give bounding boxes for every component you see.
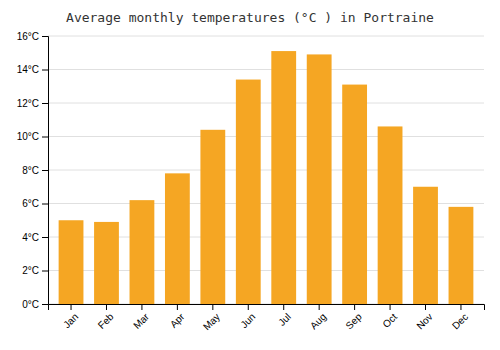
bar [413, 187, 438, 304]
x-tick: Jan [61, 304, 80, 330]
y-tick-mark [42, 137, 48, 138]
grid-line [48, 103, 484, 104]
grid [48, 36, 484, 304]
x-tick-label: Dec [450, 311, 470, 331]
x-tick: Jun [238, 304, 257, 330]
y-tick: 6°C [22, 198, 48, 209]
y-tick-label: 14°C [17, 64, 39, 75]
y-tick: 14°C [17, 64, 48, 75]
y-tick-mark [42, 103, 48, 104]
x-tick: Jul [276, 304, 293, 328]
bar [271, 51, 296, 304]
y-tick-label: 12°C [17, 98, 39, 109]
x-tick-mark [248, 304, 249, 310]
y-tick-mark [42, 70, 48, 71]
x-tick-mark [177, 304, 178, 310]
bars [59, 51, 474, 304]
y-tick-label: 4°C [22, 232, 39, 243]
bar [59, 220, 84, 304]
y-tick-label: 8°C [22, 165, 39, 176]
x-tick: Nov [414, 304, 434, 331]
x-tick: Mar [131, 304, 151, 331]
x-tick-label: Nov [414, 311, 434, 331]
x-tick-mark [319, 304, 320, 310]
bar [165, 173, 190, 304]
y-axis: 0°C 2°C 4°C 6°C 8°C 10°C 12°C 14°C 16°C [17, 31, 49, 310]
x-tick-mark [390, 304, 391, 310]
x-tick: Dec [450, 304, 470, 331]
x-tick-label: May [201, 311, 222, 332]
y-tick-mark [42, 237, 48, 238]
x-tick: Oct [380, 304, 399, 330]
x-tick: Sep [343, 304, 364, 331]
y-tick-mark [42, 36, 48, 37]
grid-line [48, 36, 484, 37]
x-tick: May [201, 304, 222, 332]
y-tick-label: 2°C [22, 265, 39, 276]
x-tick-mark [212, 304, 213, 310]
x-tick: Apr [168, 304, 187, 330]
y-tick: 8°C [22, 165, 48, 176]
grid-line [48, 69, 484, 70]
x-tick-mark [283, 304, 284, 310]
x-tick-mark [141, 304, 142, 310]
bar [378, 126, 403, 304]
x-tick: Feb [96, 304, 116, 331]
x-tick-mark [460, 304, 461, 310]
x-tick: Aug [308, 304, 328, 331]
bar [307, 54, 332, 304]
y-tick: 4°C [22, 232, 48, 243]
x-axis: Jan Feb Mar Apr May Jun Jul Aug Sep Oct Nov Dec [49, 304, 485, 332]
x-axis-line [49, 305, 485, 311]
y-tick-mark [42, 271, 48, 272]
y-tick-label: 0°C [22, 299, 39, 310]
y-tick: 16°C [17, 31, 48, 42]
grid-line [48, 136, 484, 137]
plot: 0°C 2°C 4°C 6°C 8°C 10°C 12°C 14°C 16°C Jan Feb Mar… [17, 31, 485, 333]
x-tick-label: Jan [61, 311, 80, 330]
x-tick-label: Feb [96, 311, 116, 331]
y-tick: 0°C [22, 299, 48, 310]
x-tick-mark [71, 304, 72, 310]
x-tick-label: Sep [343, 311, 364, 332]
x-tick-label: Aug [308, 311, 328, 331]
y-tick: 2°C [22, 265, 48, 276]
y-tick-mark [42, 170, 48, 171]
x-tick-label: Apr [168, 311, 187, 330]
y-tick-mark [42, 304, 48, 305]
x-tick-mark [425, 304, 426, 310]
x-tick-mark [106, 304, 107, 310]
x-tick-label: Mar [131, 311, 151, 331]
y-tick-label: 6°C [22, 198, 39, 209]
bar [449, 207, 474, 304]
y-tick: 10°C [17, 131, 48, 142]
chart: Average monthly temperatures (°C ) in Po… [0, 0, 500, 350]
grid-line [48, 170, 484, 171]
y-tick-label: 10°C [17, 131, 39, 142]
y-tick: 12°C [17, 98, 48, 109]
bar [200, 130, 225, 304]
bar [236, 80, 261, 304]
y-tick-mark [42, 204, 48, 205]
x-tick-label: Jun [238, 311, 257, 330]
x-tick-label: Jul [276, 311, 293, 328]
x-tick-mark [354, 304, 355, 310]
bar [94, 222, 119, 304]
y-tick-label: 16°C [17, 31, 39, 42]
y-axis-line [42, 37, 49, 305]
x-tick-label: Oct [380, 311, 399, 330]
bar [130, 200, 155, 304]
bar [342, 85, 367, 304]
title: Average monthly temperatures (°C ) in Po… [66, 10, 434, 25]
